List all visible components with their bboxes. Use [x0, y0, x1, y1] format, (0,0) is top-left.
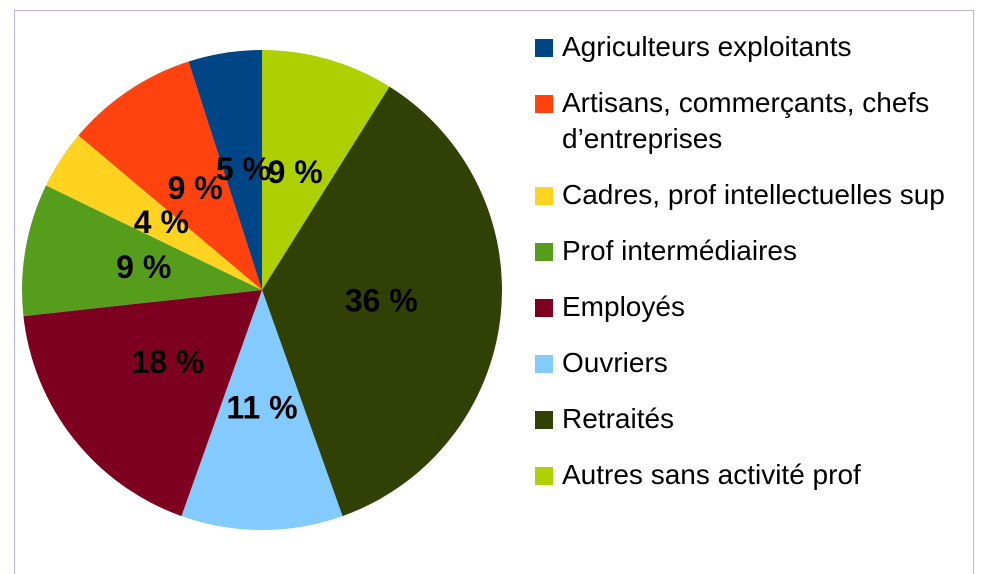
pie-slice: [45, 135, 263, 290]
pie-slice: [262, 86, 502, 517]
legend-label: Autres sans activité prof: [562, 459, 861, 490]
legend-swatch: [535, 299, 553, 317]
legend-item: Artisans, commerçants, chefs d’entrepris…: [535, 85, 955, 157]
chart-frame: [14, 10, 974, 574]
pie-slice: [23, 290, 263, 517]
legend-swatch: [535, 243, 553, 261]
legend-label: Employés: [562, 291, 685, 322]
legend-swatch: [535, 411, 553, 429]
legend-label: Prof intermédiaires: [562, 235, 797, 266]
legend-swatch: [535, 95, 553, 113]
data-label: 36 %: [345, 282, 418, 318]
legend-swatch: [535, 39, 553, 57]
legend-item: Ouvriers: [535, 345, 955, 381]
pie-slice: [188, 50, 262, 290]
pie-slice: [78, 61, 262, 291]
pie-slice: [181, 290, 343, 530]
legend-item: Prof intermédiaires: [535, 233, 955, 269]
data-label: 4 %: [134, 204, 189, 240]
legend-swatch: [535, 187, 553, 205]
data-label: 11 %: [226, 389, 297, 425]
legend-label: Ouvriers: [562, 347, 668, 378]
data-label: 9 %: [116, 249, 171, 285]
legend-item: Employés: [535, 289, 955, 325]
pie-slice: [262, 50, 390, 290]
legend-label: Cadres, prof intellectuelles sup: [562, 179, 945, 210]
legend-item: Agriculteurs exploitants: [535, 29, 955, 65]
legend-item: Retraités: [535, 401, 955, 437]
legend: Agriculteurs exploitants Artisans, commer…: [535, 29, 955, 493]
data-label: 18 %: [131, 344, 204, 380]
legend-label: Retraités: [562, 403, 675, 434]
legend-swatch: [535, 355, 553, 373]
legend-label: Artisans, commerçants, chefs d’entrepris…: [562, 87, 930, 154]
data-label: 9 %: [168, 170, 223, 206]
data-label: 9 %: [268, 154, 323, 190]
data-label: 5 %: [216, 151, 271, 187]
legend-label: Agriculteurs exploitants: [562, 31, 852, 62]
legend-item: Autres sans activité prof: [535, 457, 955, 493]
pie-slice: [22, 185, 263, 317]
legend-item: Cadres, prof intellectuelles sup: [535, 177, 955, 213]
legend-swatch: [535, 467, 553, 485]
